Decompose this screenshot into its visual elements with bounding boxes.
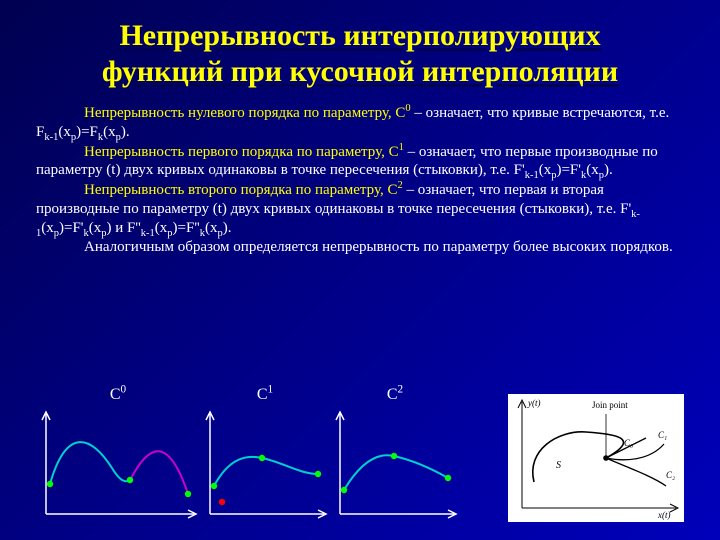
chart-label: C2 [387, 386, 403, 404]
para-c1: Непрерывность первого порядка по парамет… [36, 143, 684, 181]
continuity-chart: C1 [200, 386, 330, 522]
body-text: Непрерывность нулевого порядка по параме… [0, 98, 720, 257]
chart-svg [330, 408, 460, 522]
svg-text:C₁: C₁ [658, 430, 667, 440]
side-diagram: y(t) x(t) Join point S C₀ C₁ C₂ [508, 394, 684, 522]
continuity-chart: C0 [36, 386, 200, 522]
side-diagram-svg: y(t) x(t) Join point S C₀ C₁ C₂ [508, 394, 684, 522]
svg-text:C₂: C₂ [666, 470, 675, 480]
charts-row: C0 C1 C2 y(t) x(t) Join point S C₀ C₁ C₂ [36, 386, 684, 522]
continuity-chart: C2 [330, 386, 460, 522]
svg-text:x(t): x(t) [657, 510, 671, 520]
chart-svg [36, 408, 200, 522]
slide-title: Непрерывность интерполирующих функций пр… [0, 0, 720, 98]
svg-text:y(t): y(t) [527, 398, 541, 408]
svg-text:C₀: C₀ [624, 438, 633, 448]
svg-text:Join point: Join point [592, 400, 628, 410]
chart-label: C0 [110, 386, 126, 404]
para-summary: Аналогичным образом определяется непреры… [36, 238, 684, 257]
title-line-2: функций при кусочной интерполяции [102, 55, 618, 88]
para-c0: Непрерывность нулевого порядка по параме… [36, 104, 684, 142]
svg-text:S: S [556, 460, 561, 471]
para-c2: Непрерывность второго порядка по парамет… [36, 181, 684, 237]
chart-label: C1 [257, 386, 273, 404]
chart-svg [200, 408, 330, 522]
title-line-1: Непрерывность интерполирующих [119, 19, 600, 52]
